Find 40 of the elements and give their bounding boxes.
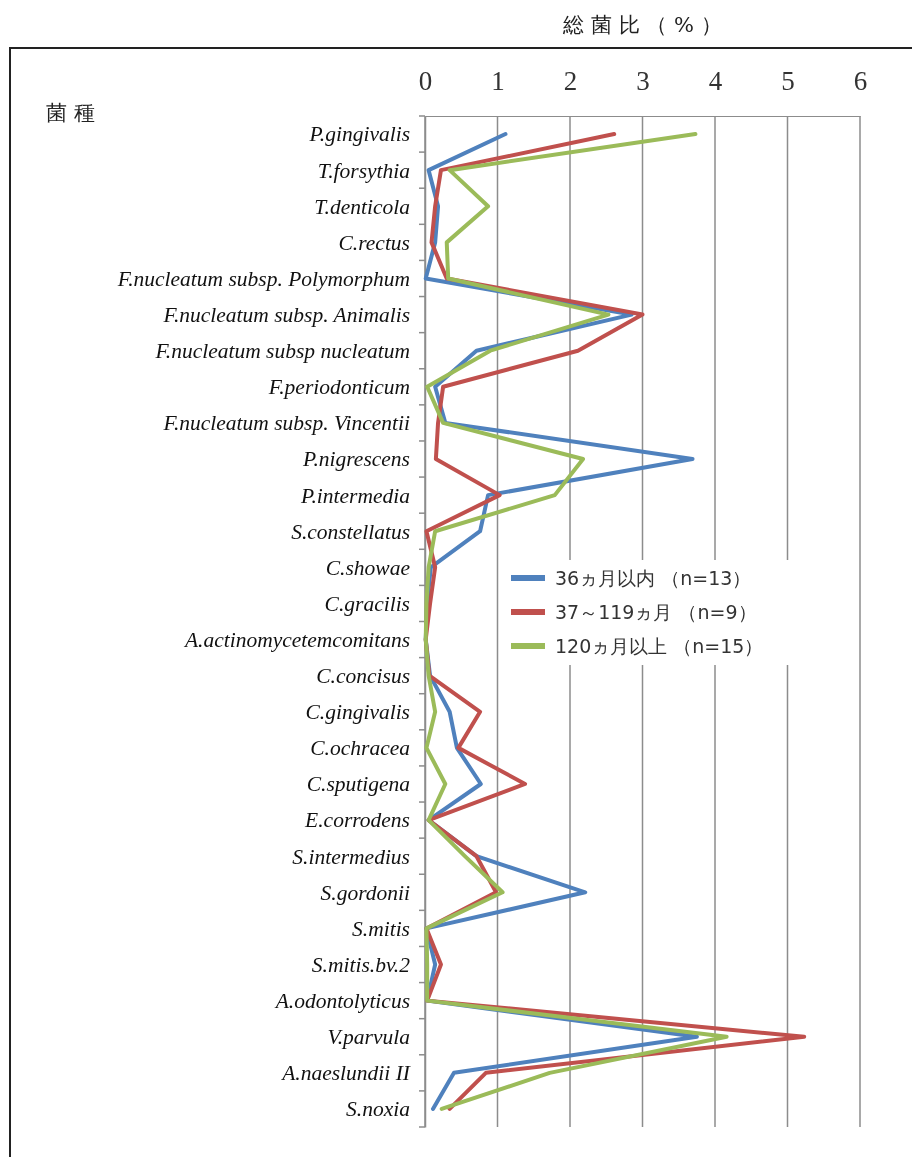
y-axis-title: 菌 種	[46, 101, 95, 125]
y-tick-label: C.concisus	[316, 664, 410, 689]
x-tick-label: 4	[708, 66, 723, 96]
y-tick-label: S.constellatus	[291, 519, 410, 544]
x-tick-label: 0	[418, 66, 433, 96]
y-tick-label: F.periodonticum	[267, 375, 410, 400]
y-tick-label: P.nigrescens	[302, 447, 410, 472]
y-tick-label: F.nucleatum subsp. Animalis	[162, 302, 410, 327]
y-tick-label: C.rectus	[338, 230, 410, 255]
y-tick-label: E.corrodens	[304, 808, 410, 833]
y-tick-label: C.gingivalis	[305, 700, 410, 725]
y-tick-label: P.gingivalis	[308, 122, 410, 147]
y-tick-label: S.mitis	[352, 916, 410, 941]
x-tick-label: 3	[636, 66, 650, 96]
y-tick-label: A.odontolyticus	[273, 989, 410, 1014]
y-tick-label: T.denticola	[314, 194, 410, 219]
y-tick-label: F.nucleatum subsp nucleatum	[154, 339, 410, 364]
y-tick-label: T.forsythia	[317, 158, 410, 183]
x-tick-label: 2	[563, 66, 578, 96]
y-tick-label: C.gracilis	[324, 591, 410, 616]
legend-label: 36ヵ月以内 （n=13）	[555, 567, 752, 589]
y-tick-label: C.ochracea	[310, 736, 410, 761]
y-tick-label: A.actinomycetemcomitans	[182, 627, 410, 652]
x-axis-title: 総 菌 比 （ % ）	[562, 13, 722, 37]
x-tick-label: 1	[491, 66, 505, 96]
y-tick-label: S.gordonii	[320, 880, 411, 905]
y-tick-label: F.nucleatum subsp. Vincentii	[162, 411, 411, 436]
y-tick-label: F.nucleatum subsp. Polymorphum	[116, 266, 410, 291]
x-tick-label: 6	[853, 66, 868, 96]
legend-label: 37～119ヵ月 （n=9）	[555, 601, 757, 623]
y-tick-label: S.mitis.bv.2	[311, 952, 411, 977]
x-tick-label: 5	[781, 66, 795, 96]
y-tick-label: S.noxia	[346, 1097, 410, 1122]
y-tick-label: C.sputigena	[306, 772, 410, 797]
y-tick-label: V.parvula	[327, 1025, 410, 1050]
legend-label: 120ヵ月以上 （n=15）	[555, 635, 764, 657]
y-tick-label: P.intermedia	[300, 483, 410, 508]
y-tick-label: A.naeslundii II	[280, 1061, 411, 1086]
y-tick-label: S.intermedius	[292, 844, 410, 869]
y-tick-label: C.showae	[325, 555, 411, 580]
